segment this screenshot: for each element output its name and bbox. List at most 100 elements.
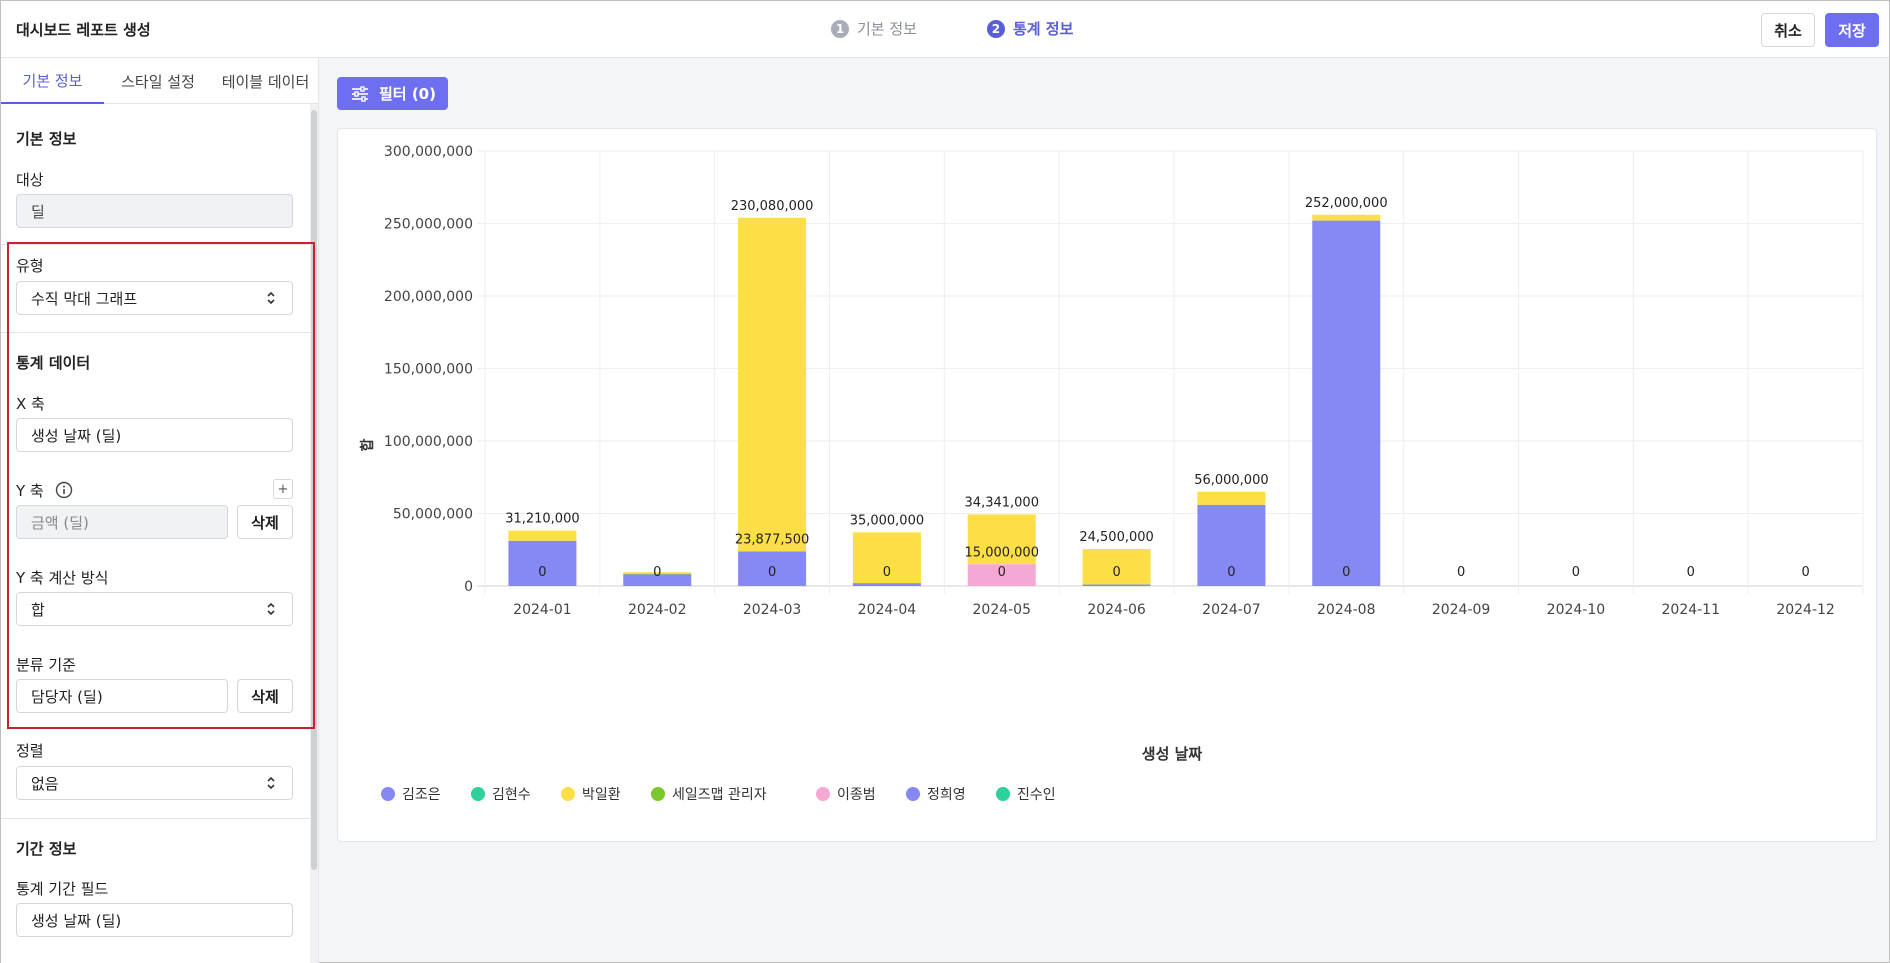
filter-button[interactable]: 필터 (0) xyxy=(337,77,448,110)
legend-swatch xyxy=(816,787,830,801)
step-label: 통계 정보 xyxy=(1012,20,1074,38)
y-axis-label: Y 축 xyxy=(16,482,44,500)
legend-label: 세일즈맵 관리자 xyxy=(672,787,767,803)
bar-segment xyxy=(508,530,577,541)
data-label: 230,080,000 xyxy=(731,199,814,214)
data-label: 0 xyxy=(998,565,1006,580)
page-title: 대시보드 레포트 생성 xyxy=(16,21,151,39)
x-tick-label: 2024-08 xyxy=(1317,602,1376,618)
add-y-axis-button[interactable]: + xyxy=(273,479,293,499)
data-label: 0 xyxy=(1227,565,1235,580)
delete-group-by-button[interactable]: 삭제 xyxy=(237,679,293,713)
divider xyxy=(1,818,310,819)
sidebar-tabs: 기본 정보 스타일 설정 테이블 데이터 xyxy=(1,58,318,104)
chart-legend: 김조은 김현수 박일환 세일즈맵 관리자 이종범 정희영 진수인 xyxy=(381,787,1056,803)
legend-item[interactable]: 박일환 xyxy=(561,787,621,803)
data-label: 23,877,500 xyxy=(735,532,809,547)
section-title-period: 기간 정보 xyxy=(16,840,77,858)
legend-item[interactable]: 김현수 xyxy=(471,787,531,803)
step-number: 1 xyxy=(831,19,849,38)
bar-segment xyxy=(738,551,807,586)
chart-card: 0 50,000,000 100,000,000 150,000,000 200,000… xyxy=(337,128,1877,842)
x-tick-label: 2024-04 xyxy=(858,602,917,618)
legend-label: 이종범 xyxy=(837,787,876,803)
delete-y-axis-button[interactable]: 삭제 xyxy=(237,505,293,539)
legend-swatch xyxy=(906,787,920,801)
tab-basic-info[interactable]: 기본 정보 xyxy=(1,58,104,104)
data-label: 15,000,000 xyxy=(965,545,1039,560)
cancel-button[interactable]: 취소 xyxy=(1761,13,1815,47)
bar-segment xyxy=(1312,220,1381,586)
bar-segment xyxy=(1197,504,1266,586)
x-axis-title: 생성 날짜 xyxy=(1142,745,1203,763)
data-label: 34,341,000 xyxy=(965,495,1039,510)
x-tick-label: 2024-03 xyxy=(743,602,802,618)
bar-segment xyxy=(623,572,692,574)
data-label: 0 xyxy=(1572,565,1580,580)
bar-segment xyxy=(738,217,807,552)
y-tick-label: 0 xyxy=(464,579,473,595)
sort-select[interactable]: 없음 xyxy=(16,766,293,800)
x-tick-label: 2024-09 xyxy=(1432,602,1491,618)
section-title-stats: 통계 데이터 xyxy=(16,354,91,372)
period-field-label: 통계 기간 필드 xyxy=(16,880,109,898)
step-label: 기본 정보 xyxy=(857,20,917,38)
bar-segment xyxy=(1082,549,1151,585)
legend-label: 정희영 xyxy=(927,787,966,803)
y-tick-label: 50,000,000 xyxy=(393,507,473,523)
chart-type-select[interactable]: 수직 막대 그래프 xyxy=(16,281,293,315)
period-field[interactable]: 생성 날짜 (딜) xyxy=(16,903,293,937)
top-header: 대시보드 레포트 생성 1 기본 정보 2 통계 정보 취소 저장 xyxy=(1,1,1889,58)
data-label: 0 xyxy=(538,565,546,580)
filter-label: 필터 (0) xyxy=(379,85,436,103)
sidebar-scrollbar-thumb[interactable] xyxy=(311,110,317,870)
data-label: 0 xyxy=(653,565,661,580)
y-calc-select[interactable]: 합 xyxy=(16,592,293,626)
legend-item[interactable]: 진수인 xyxy=(996,787,1056,803)
y-axis-title: 합 xyxy=(359,438,376,451)
x-axis-label: X 축 xyxy=(16,395,45,413)
tab-table-data[interactable]: 테이블 데이터 xyxy=(221,72,310,91)
y-tick-label: 250,000,000 xyxy=(384,217,473,233)
legend-swatch xyxy=(381,787,395,801)
group-by-field[interactable]: 담당자 (딜) xyxy=(16,679,228,713)
divider xyxy=(1,244,310,245)
stepper: 1 기본 정보 2 통계 정보 xyxy=(831,18,1073,39)
bar-chart: 0 50,000,000 100,000,000 150,000,000 200,000… xyxy=(359,144,1864,803)
data-label: 0 xyxy=(1801,565,1809,580)
sliders-icon xyxy=(352,85,368,102)
legend-item[interactable]: 정희영 xyxy=(906,787,966,803)
bar-segment xyxy=(852,532,921,584)
step-statistics-info[interactable]: 2 통계 정보 xyxy=(986,18,1074,39)
y-calc-value: 합 xyxy=(31,600,45,619)
bar-segment xyxy=(967,514,1036,565)
x-axis-field[interactable]: 생성 날짜 (딜) xyxy=(16,418,293,452)
legend-item[interactable]: 김조은 xyxy=(381,787,441,803)
sort-value: 없음 xyxy=(31,774,59,793)
sort-label: 정렬 xyxy=(16,742,44,760)
chart-bars xyxy=(508,214,1381,586)
info-icon[interactable] xyxy=(55,481,73,499)
data-label: 0 xyxy=(1687,565,1695,580)
step-basic-info[interactable]: 1 기본 정보 xyxy=(831,18,917,39)
x-axis-ticks: 2024-01 2024-02 2024-03 2024-04 2024-05 2024-… xyxy=(513,602,1835,618)
data-label: 0 xyxy=(768,565,776,580)
legend-label: 김조은 xyxy=(402,787,441,803)
settings-sidebar: 기본 정보 스타일 설정 테이블 데이터 기본 정보 대상 딜 유형 수직 막대… xyxy=(1,58,319,963)
legend-swatch xyxy=(561,787,575,801)
y-tick-label: 150,000,000 xyxy=(384,362,473,378)
x-tick-label: 2024-06 xyxy=(1087,602,1146,618)
legend-item[interactable]: 이종범 xyxy=(816,787,876,803)
legend-label: 박일환 xyxy=(582,787,621,803)
x-tick-label: 2024-05 xyxy=(973,602,1032,618)
bar-segment xyxy=(1312,214,1381,221)
data-label: 252,000,000 xyxy=(1305,196,1388,211)
data-label: 0 xyxy=(1342,565,1350,580)
x-tick-label: 2024-07 xyxy=(1202,602,1261,618)
legend-label: 진수인 xyxy=(1017,787,1056,803)
tab-style-settings[interactable]: 스타일 설정 xyxy=(121,72,195,91)
group-by-label: 분류 기준 xyxy=(16,656,76,674)
save-button[interactable]: 저장 xyxy=(1825,13,1879,47)
legend-item[interactable]: 세일즈맵 관리자 xyxy=(651,787,767,803)
